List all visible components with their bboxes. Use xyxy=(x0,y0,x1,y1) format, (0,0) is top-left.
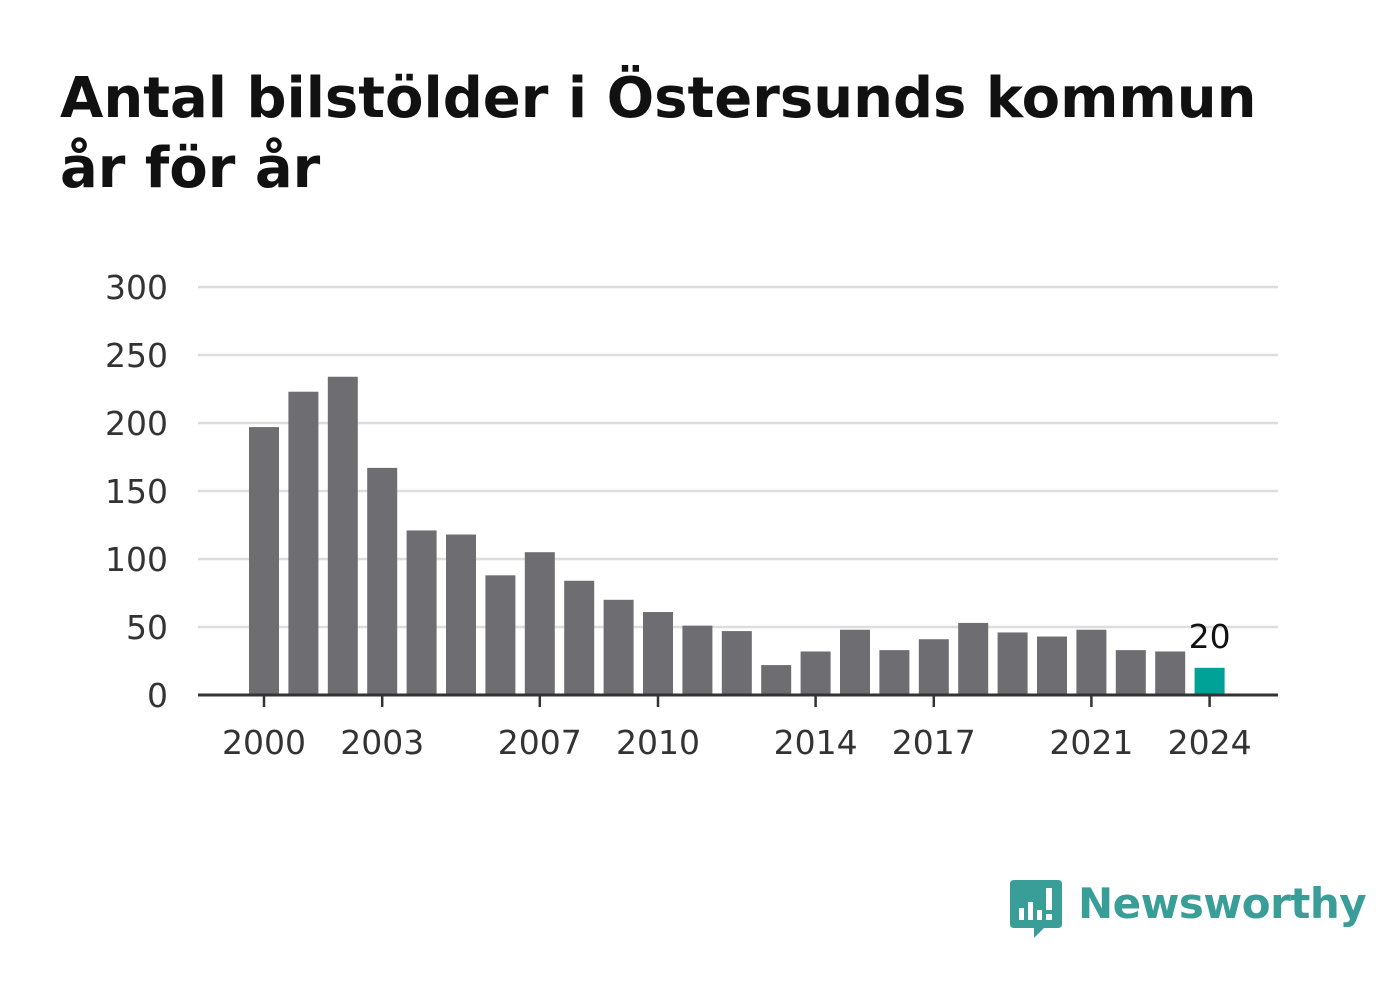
x-tick-label-2024: 2024 xyxy=(1168,723,1252,762)
bar-2001 xyxy=(288,391,319,695)
x-tick-label-2000: 2000 xyxy=(222,723,306,762)
y-tick-label-50: 50 xyxy=(126,608,168,647)
x-tick-label-2021: 2021 xyxy=(1049,723,1133,762)
data-label-2024: 20 xyxy=(1189,617,1231,656)
chart-title: Antal bilstölder i Östersunds kommun år … xyxy=(60,66,1257,201)
bar-2022 xyxy=(1115,650,1146,695)
bar-2008 xyxy=(564,580,595,695)
bar-2023 xyxy=(1155,651,1186,695)
x-tick-label-2010: 2010 xyxy=(616,723,700,762)
bar-2024 xyxy=(1194,667,1225,695)
bar-2014 xyxy=(800,651,831,695)
y-tick-label-200: 200 xyxy=(105,404,168,443)
bar-2000 xyxy=(249,427,279,695)
bar-2003 xyxy=(367,467,398,695)
y-tick-label-0: 0 xyxy=(147,676,168,715)
y-tick-label-100: 100 xyxy=(105,540,168,579)
bar-2002 xyxy=(327,376,358,695)
y-tick-label-150: 150 xyxy=(105,472,168,511)
x-tick-label-2003: 2003 xyxy=(340,723,424,762)
bar-2009 xyxy=(603,599,634,695)
bar-2007 xyxy=(524,552,555,695)
bar-2017 xyxy=(918,639,949,695)
bar-2015 xyxy=(840,629,870,695)
bar-2019 xyxy=(997,632,1028,695)
x-tick-label-2014: 2014 xyxy=(774,723,858,762)
y-tick-label-300: 300 xyxy=(105,268,168,307)
newsworthy-logo-icon xyxy=(1010,880,1062,938)
brand-logo: Newsworthy xyxy=(1010,879,1367,940)
bar-2013 xyxy=(761,665,792,695)
bar-2018 xyxy=(958,622,989,695)
bar-2021 xyxy=(1076,629,1107,695)
bar-2005 xyxy=(446,534,476,695)
bar-2016 xyxy=(879,650,910,695)
y-tick-label-250: 250 xyxy=(105,336,168,375)
brand-name: Newsworthy xyxy=(1078,879,1367,928)
bar-2012 xyxy=(721,631,752,695)
x-tick-label-2017: 2017 xyxy=(892,723,976,762)
bar-2010 xyxy=(643,612,673,695)
bar-2006 xyxy=(485,575,516,695)
bar-2020 xyxy=(1037,636,1067,695)
bar-2011 xyxy=(682,625,713,695)
bar-2004 xyxy=(406,530,437,695)
x-tick-label-2007: 2007 xyxy=(498,723,582,762)
